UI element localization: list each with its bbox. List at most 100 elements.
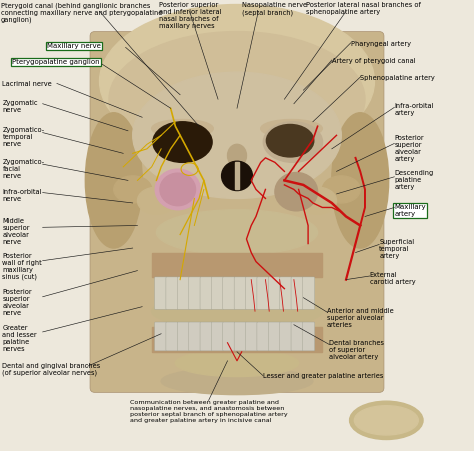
Text: Artery of pterygoid canal: Artery of pterygoid canal <box>332 58 415 64</box>
Ellipse shape <box>161 368 313 395</box>
FancyBboxPatch shape <box>268 322 281 351</box>
Text: Descending
palatine
artery: Descending palatine artery <box>394 170 434 190</box>
Line: 2 pts: 2 pts <box>88 334 161 366</box>
FancyBboxPatch shape <box>189 322 201 351</box>
Text: Nasopalatine nerve
(septal branch): Nasopalatine nerve (septal branch) <box>242 2 307 16</box>
Text: Dental branches
of superior
alveolar artery: Dental branches of superior alveolar art… <box>329 340 384 360</box>
FancyBboxPatch shape <box>200 322 212 351</box>
FancyBboxPatch shape <box>155 277 167 309</box>
Ellipse shape <box>221 161 252 190</box>
Point <box>376 242 382 247</box>
Text: Middle
superior
alveolar
nerve: Middle superior alveolar nerve <box>2 218 30 245</box>
Text: Posterior
superior
alveolar
artery: Posterior superior alveolar artery <box>394 135 424 162</box>
FancyBboxPatch shape <box>211 322 224 351</box>
Point <box>234 106 240 111</box>
Text: Zygomatico-
temporal
nerve: Zygomatico- temporal nerve <box>2 127 45 147</box>
Ellipse shape <box>152 120 213 138</box>
Point <box>135 268 140 273</box>
Text: Maxillary nerve: Maxillary nerve <box>47 43 101 49</box>
Point <box>353 250 358 255</box>
Ellipse shape <box>354 406 419 435</box>
FancyBboxPatch shape <box>223 277 235 309</box>
Point <box>40 130 46 135</box>
Point <box>291 322 297 327</box>
Text: Sphenopalatine artery: Sphenopalatine artery <box>360 75 435 81</box>
Point <box>206 398 211 403</box>
Ellipse shape <box>160 173 195 206</box>
Ellipse shape <box>114 176 152 203</box>
Text: Zygomatico-
facial
nerve: Zygomatico- facial nerve <box>2 159 45 179</box>
FancyBboxPatch shape <box>211 277 224 309</box>
Point <box>139 115 145 120</box>
Point <box>99 61 105 67</box>
FancyBboxPatch shape <box>200 277 212 309</box>
Line: 2 pts: 2 pts <box>209 361 228 400</box>
Point <box>343 277 349 282</box>
FancyBboxPatch shape <box>166 277 178 309</box>
FancyBboxPatch shape <box>291 277 303 309</box>
Text: Anterior and middle
superior alveolar
arteries: Anterior and middle superior alveolar ar… <box>327 308 394 327</box>
Point <box>392 174 397 179</box>
Ellipse shape <box>109 32 365 167</box>
Line: 2 pts: 2 pts <box>346 276 370 280</box>
Ellipse shape <box>152 293 322 329</box>
Ellipse shape <box>133 72 341 198</box>
FancyBboxPatch shape <box>246 322 258 351</box>
Text: Posterior
superior
alveolar
nerve: Posterior superior alveolar nerve <box>2 289 32 316</box>
Point <box>310 119 316 124</box>
Text: Pterygoid canal (behind ganglionic branches
connecting maxillary nerve and ptery: Pterygoid canal (behind ganglionic branc… <box>1 2 162 23</box>
Point <box>125 128 131 133</box>
Ellipse shape <box>322 176 360 203</box>
FancyBboxPatch shape <box>234 277 246 309</box>
FancyBboxPatch shape <box>268 277 281 309</box>
Point <box>343 9 349 14</box>
Text: Zygomatic
nerve: Zygomatic nerve <box>2 100 38 113</box>
Point <box>260 373 266 378</box>
Point <box>392 141 397 146</box>
Line: 2 pts: 2 pts <box>294 325 329 345</box>
Point <box>255 9 261 14</box>
Point <box>215 97 221 102</box>
FancyBboxPatch shape <box>291 322 303 351</box>
Line: 2 pts: 2 pts <box>284 11 346 99</box>
Point <box>40 329 46 335</box>
FancyBboxPatch shape <box>155 322 167 351</box>
Text: Posterior superior
and inferior lateral
nasal branches of
maxillary nerves: Posterior superior and inferior lateral … <box>159 2 221 29</box>
Text: External
carotid artery: External carotid artery <box>370 272 415 285</box>
Point <box>40 101 46 106</box>
Line: 2 pts: 2 pts <box>100 11 199 126</box>
Ellipse shape <box>175 350 299 377</box>
Point <box>40 258 46 263</box>
Point <box>301 295 306 300</box>
Ellipse shape <box>85 113 142 248</box>
Point <box>334 191 339 197</box>
Bar <box>235 162 239 189</box>
Ellipse shape <box>156 210 318 255</box>
Text: Communication between greater palatine and
nasopalatine nerves, and anastomosis : Communication between greater palatine a… <box>130 400 288 423</box>
Point <box>130 200 136 206</box>
FancyBboxPatch shape <box>257 277 269 309</box>
Line: 2 pts: 2 pts <box>57 83 142 117</box>
Point <box>324 309 330 315</box>
Point <box>40 190 46 195</box>
Line: 2 pts: 2 pts <box>43 226 137 227</box>
Point <box>327 342 332 347</box>
Line: 2 pts: 2 pts <box>294 60 332 104</box>
Point <box>177 92 183 97</box>
Bar <box>152 327 322 352</box>
FancyBboxPatch shape <box>234 322 246 351</box>
FancyBboxPatch shape <box>280 322 292 351</box>
Line: 2 pts: 2 pts <box>303 43 351 90</box>
Ellipse shape <box>349 401 423 439</box>
Text: Infra-orbital
nerve: Infra-orbital nerve <box>2 189 42 202</box>
Line: 2 pts: 2 pts <box>337 177 394 194</box>
Point <box>367 273 373 279</box>
Line: 2 pts: 2 pts <box>126 47 180 95</box>
Point <box>85 364 91 369</box>
Line: 2 pts: 2 pts <box>43 307 142 332</box>
Point <box>123 45 128 50</box>
Point <box>225 358 230 364</box>
FancyBboxPatch shape <box>177 322 190 351</box>
Line: 2 pts: 2 pts <box>313 77 360 122</box>
Text: Superficial
temporal
artery: Superficial temporal artery <box>379 239 414 259</box>
